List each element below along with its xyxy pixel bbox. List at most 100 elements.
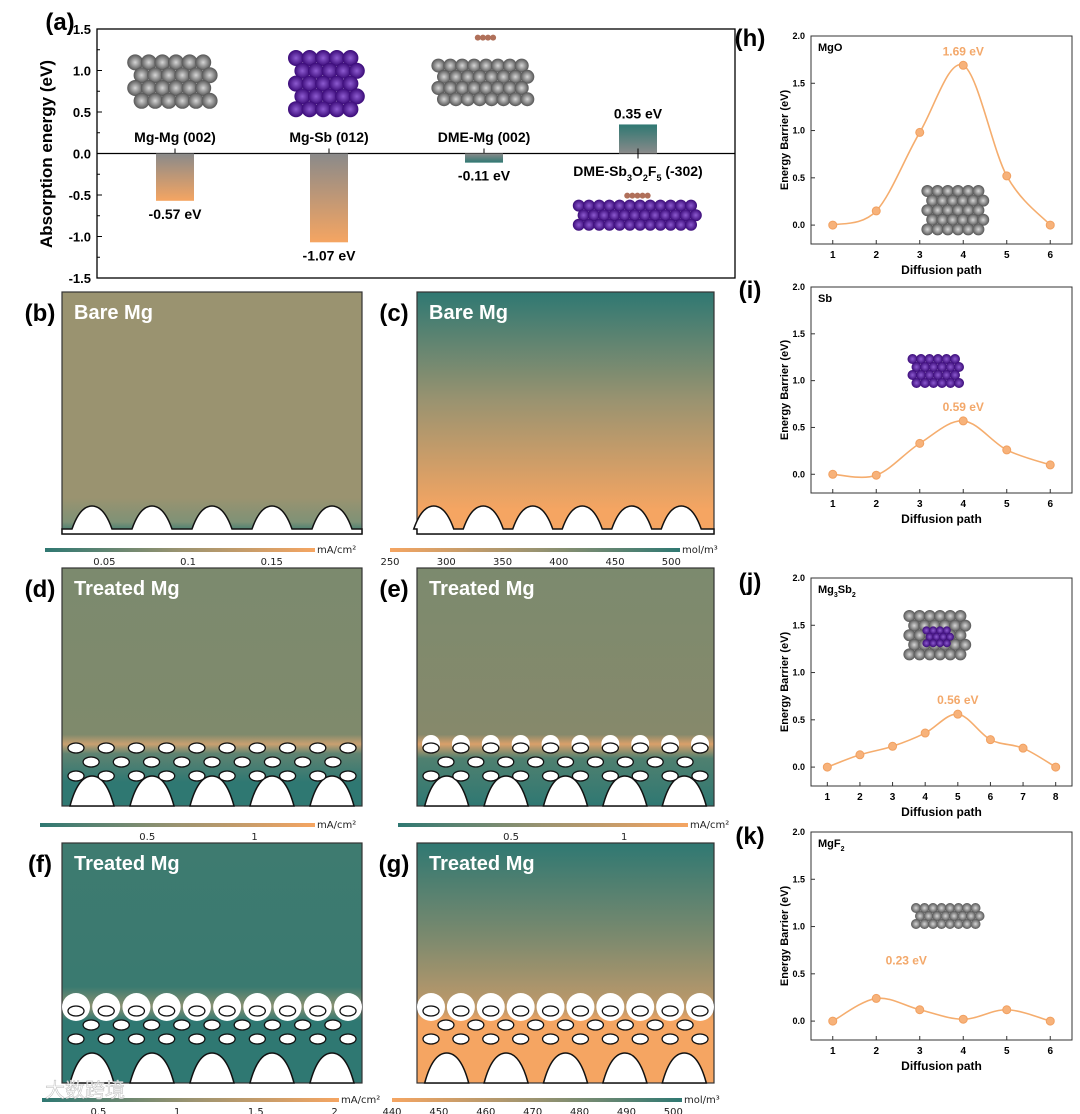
x-axis-label: Diffusion path — [901, 263, 982, 277]
y-tick-label: -1.5 — [69, 271, 91, 286]
colorbar-tick-label: 1.5 — [248, 1107, 264, 1114]
colorbar-tick-label: 450 — [605, 557, 624, 568]
atom — [929, 626, 938, 635]
y-tick-label: 0.5 — [792, 422, 805, 432]
y-tick-label: 1.5 — [792, 78, 805, 88]
atom — [301, 75, 318, 92]
pore — [278, 742, 297, 754]
x-tick-label: 6 — [1047, 499, 1053, 510]
field-map — [416, 567, 715, 807]
x-tick-label: 4 — [922, 792, 928, 803]
pore — [556, 1019, 575, 1031]
mg-mg-structure — [127, 54, 218, 109]
atom — [335, 88, 352, 105]
panel-title: Bare Mg — [74, 302, 153, 324]
data-label: -1.07 eV — [303, 247, 357, 263]
data-point — [828, 1016, 838, 1026]
atom — [911, 378, 922, 388]
x-tick-label: 6 — [988, 792, 994, 803]
colorbar — [45, 548, 315, 552]
pore — [571, 742, 590, 754]
atom — [924, 370, 935, 380]
atom — [685, 218, 697, 231]
pore — [203, 756, 221, 768]
pore — [422, 742, 440, 754]
category-label: DME-Mg (002) — [438, 129, 531, 145]
pore — [309, 770, 327, 782]
atom — [903, 629, 916, 642]
pore — [526, 756, 545, 768]
x-tick-label: 3 — [917, 499, 923, 510]
atom — [936, 919, 947, 929]
pore — [422, 770, 440, 782]
pore — [676, 1019, 694, 1031]
energy-barrier-chart-h: (h) 0.0 0.5 1.0 1.5 2.0 1 2 3 4 5 6 Diffusion path En… — [735, 25, 1073, 277]
atom — [936, 903, 947, 913]
atom — [479, 81, 493, 95]
data-point — [1002, 171, 1012, 181]
atom — [952, 204, 964, 217]
pore — [631, 1033, 649, 1045]
atom — [962, 903, 972, 913]
atom — [644, 218, 657, 231]
atom — [931, 204, 944, 217]
atom — [925, 632, 934, 641]
y-axis-label: Energy Barrier (eV) — [779, 340, 791, 441]
atom — [348, 88, 365, 105]
x-tick-label: 4 — [960, 250, 966, 261]
atom — [945, 362, 956, 372]
atom — [638, 209, 651, 222]
atom — [954, 362, 964, 372]
panel-title: Treated Mg — [429, 578, 535, 600]
atom — [448, 92, 463, 107]
pore — [339, 742, 357, 754]
bar — [465, 153, 503, 163]
simulation-panels: (b) Bare Mg mA/cm² 0.05 0.1 0.15 (c) Bare Mg mol… — [25, 291, 729, 1114]
atom — [929, 639, 938, 648]
atom — [933, 370, 943, 380]
atom — [328, 50, 345, 66]
atom — [460, 69, 475, 84]
y-tick-label: 0.0 — [792, 469, 805, 479]
electrode-bumps — [69, 775, 355, 807]
data-point — [1051, 762, 1061, 772]
pore — [691, 770, 709, 782]
atom — [455, 81, 470, 95]
atom — [669, 209, 682, 222]
dme-molecule — [474, 34, 497, 41]
colorbar-unit: mol/m³ — [684, 1095, 720, 1106]
atom — [977, 194, 990, 207]
atom — [181, 80, 198, 96]
atom — [127, 54, 144, 71]
x-tick-label: 2 — [873, 1046, 879, 1057]
atom — [952, 223, 964, 236]
data-point — [1002, 1005, 1012, 1015]
pore — [422, 1005, 440, 1017]
pore — [97, 1033, 115, 1045]
y-tick-label: 2.0 — [792, 573, 805, 583]
atom — [920, 378, 930, 388]
y-tick-label: 1.0 — [792, 376, 805, 386]
colorbar — [398, 823, 688, 827]
series-line — [827, 713, 1057, 768]
atom — [288, 101, 304, 118]
pore — [482, 1033, 500, 1045]
x-axis-label: Diffusion path — [901, 1059, 982, 1073]
energy-barrier-chart-k: (k) 0.0 0.5 1.0 1.5 2.0 1 2 3 4 5 6 Diffusion path En… — [735, 823, 1073, 1073]
panel-label: (c) — [379, 300, 408, 327]
atom — [448, 69, 463, 84]
pore — [646, 756, 664, 768]
x-tick-label: 4 — [960, 499, 966, 510]
pore — [67, 1005, 85, 1017]
pore — [188, 1033, 206, 1045]
pore — [601, 742, 619, 754]
y-tick-label: 0.0 — [792, 762, 805, 772]
atom — [583, 199, 595, 212]
atom — [181, 54, 198, 71]
atom — [147, 67, 164, 84]
atom — [944, 610, 957, 622]
atom — [160, 92, 177, 109]
pore — [294, 1019, 312, 1031]
atom — [911, 919, 921, 929]
pore — [127, 770, 146, 782]
